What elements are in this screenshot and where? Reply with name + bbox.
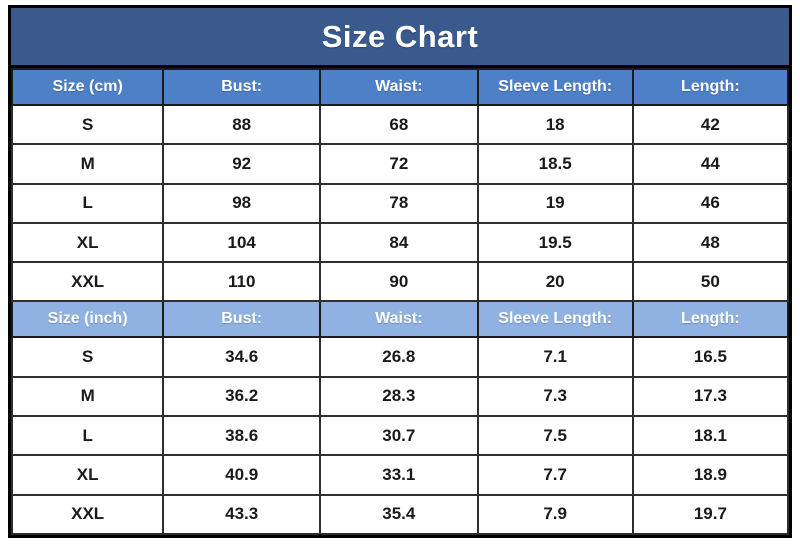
column-header: Sleeve Length: bbox=[476, 68, 634, 106]
size-label-cell: L bbox=[10, 415, 165, 457]
column-header: Sleeve Length: bbox=[476, 300, 634, 339]
table-row: XL 104 84 19.5 48 bbox=[10, 221, 790, 264]
value-cell: 20 bbox=[476, 261, 634, 303]
value-cell: 17.3 bbox=[631, 375, 790, 418]
value-cell: 110 bbox=[162, 261, 322, 303]
column-header: Size (cm) bbox=[10, 68, 165, 106]
value-cell: 84 bbox=[319, 221, 479, 264]
size-chart-table: Size Chart Size (cm) Bust: Waist: Sleeve Le… bbox=[8, 5, 792, 538]
column-header: Waist: bbox=[319, 300, 479, 339]
table-row: S 34.6 26.8 7.1 16.5 bbox=[10, 336, 790, 378]
header-row-cm: Size (cm) Bust: Waist: Sleeve Length: Length… bbox=[10, 68, 790, 106]
value-cell: 88 bbox=[162, 103, 322, 146]
value-cell: 43.3 bbox=[162, 493, 322, 536]
value-cell: 18 bbox=[476, 103, 634, 146]
column-header: Length: bbox=[631, 68, 790, 106]
value-cell: 7.7 bbox=[476, 454, 634, 496]
size-label-cell: S bbox=[10, 336, 165, 378]
value-cell: 48 bbox=[631, 221, 790, 264]
size-label-cell: S bbox=[10, 103, 165, 146]
value-cell: 72 bbox=[319, 143, 479, 185]
value-cell: 38.6 bbox=[162, 415, 322, 457]
size-label-cell: XXL bbox=[10, 261, 165, 303]
value-cell: 16.5 bbox=[631, 336, 790, 378]
table-row: M 92 72 18.5 44 bbox=[10, 143, 790, 185]
size-label-cell: L bbox=[10, 182, 165, 224]
table-row: L 38.6 30.7 7.5 18.1 bbox=[10, 415, 790, 457]
value-cell: 19.5 bbox=[476, 221, 634, 264]
column-header: Length: bbox=[631, 300, 790, 339]
value-cell: 33.1 bbox=[319, 454, 479, 496]
column-header: Bust: bbox=[162, 300, 322, 339]
value-cell: 78 bbox=[319, 182, 479, 224]
column-header: Size (inch) bbox=[10, 300, 165, 339]
size-label-cell: XXL bbox=[10, 493, 165, 536]
value-cell: 46 bbox=[631, 182, 790, 224]
value-cell: 40.9 bbox=[162, 454, 322, 496]
value-cell: 90 bbox=[319, 261, 479, 303]
value-cell: 35.4 bbox=[319, 493, 479, 536]
table-row: S 88 68 18 42 bbox=[10, 103, 790, 146]
value-cell: 50 bbox=[631, 261, 790, 303]
value-cell: 28.3 bbox=[319, 375, 479, 418]
value-cell: 18.5 bbox=[476, 143, 634, 185]
table-row: XL 40.9 33.1 7.7 18.9 bbox=[10, 454, 790, 496]
value-cell: 44 bbox=[631, 143, 790, 185]
value-cell: 18.9 bbox=[631, 454, 790, 496]
value-cell: 19 bbox=[476, 182, 634, 224]
page-title: Size Chart bbox=[11, 8, 789, 68]
value-cell: 42 bbox=[631, 103, 790, 146]
size-label-cell: M bbox=[10, 375, 165, 418]
value-cell: 92 bbox=[162, 143, 322, 185]
size-label-cell: M bbox=[10, 143, 165, 185]
value-cell: 18.1 bbox=[631, 415, 790, 457]
value-cell: 7.3 bbox=[476, 375, 634, 418]
value-cell: 98 bbox=[162, 182, 322, 224]
table-row: L 98 78 19 46 bbox=[10, 182, 790, 224]
value-cell: 7.5 bbox=[476, 415, 634, 457]
value-cell: 36.2 bbox=[162, 375, 322, 418]
value-cell: 34.6 bbox=[162, 336, 322, 378]
value-cell: 30.7 bbox=[319, 415, 479, 457]
value-cell: 26.8 bbox=[319, 336, 479, 378]
table-row: XXL 110 90 20 50 bbox=[10, 261, 790, 303]
table-row: XXL 43.3 35.4 7.9 19.7 bbox=[10, 493, 790, 536]
table-row: M 36.2 28.3 7.3 17.3 bbox=[10, 375, 790, 418]
value-cell: 7.1 bbox=[476, 336, 634, 378]
size-label-cell: XL bbox=[10, 221, 165, 264]
column-header: Bust: bbox=[162, 68, 322, 106]
size-label-cell: XL bbox=[10, 454, 165, 496]
value-cell: 19.7 bbox=[631, 493, 790, 536]
column-header: Waist: bbox=[319, 68, 479, 106]
value-cell: 68 bbox=[319, 103, 479, 146]
value-cell: 104 bbox=[162, 221, 322, 264]
value-cell: 7.9 bbox=[476, 493, 634, 536]
size-table: Size (cm) Bust: Waist: Sleeve Length: Length… bbox=[10, 68, 790, 536]
header-row-inch: Size (inch) Bust: Waist: Sleeve Length: Leng… bbox=[10, 300, 790, 339]
